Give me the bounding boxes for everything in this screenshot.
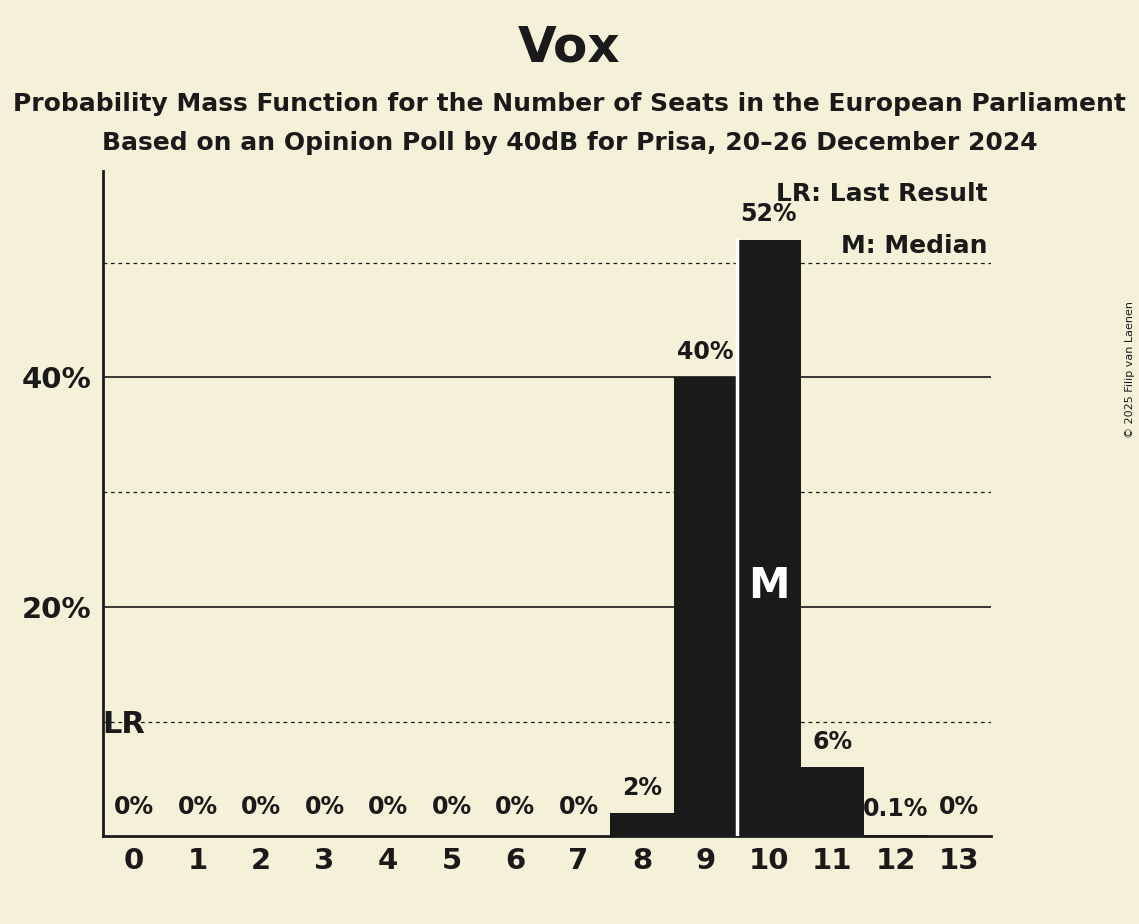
Text: © 2025 Filip van Laenen: © 2025 Filip van Laenen xyxy=(1125,301,1134,438)
Text: 0%: 0% xyxy=(558,795,598,819)
Text: 0%: 0% xyxy=(940,795,980,819)
Text: M: Median: M: Median xyxy=(842,234,988,258)
Bar xyxy=(865,835,927,836)
Text: 52%: 52% xyxy=(740,202,797,226)
Text: 2%: 2% xyxy=(622,775,662,799)
Text: 40%: 40% xyxy=(677,340,734,364)
Text: LR: LR xyxy=(103,710,146,738)
Bar xyxy=(801,768,865,836)
Text: 0%: 0% xyxy=(114,795,154,819)
Text: 0%: 0% xyxy=(368,795,408,819)
Text: 6%: 6% xyxy=(812,730,852,754)
Bar xyxy=(673,377,737,836)
Text: Vox: Vox xyxy=(518,23,621,71)
Bar xyxy=(611,813,673,836)
Text: 0%: 0% xyxy=(241,795,281,819)
Text: 0.1%: 0.1% xyxy=(863,797,928,821)
Text: M: M xyxy=(748,565,789,607)
Text: LR: Last Result: LR: Last Result xyxy=(776,182,988,206)
Text: 0%: 0% xyxy=(178,795,218,819)
Text: 0%: 0% xyxy=(495,795,535,819)
Text: 0%: 0% xyxy=(304,795,345,819)
Bar xyxy=(737,239,801,836)
Text: Probability Mass Function for the Number of Seats in the European Parliament: Probability Mass Function for the Number… xyxy=(13,92,1126,116)
Text: 0%: 0% xyxy=(432,795,472,819)
Text: Based on an Opinion Poll by 40dB for Prisa, 20–26 December 2024: Based on an Opinion Poll by 40dB for Pri… xyxy=(101,131,1038,155)
